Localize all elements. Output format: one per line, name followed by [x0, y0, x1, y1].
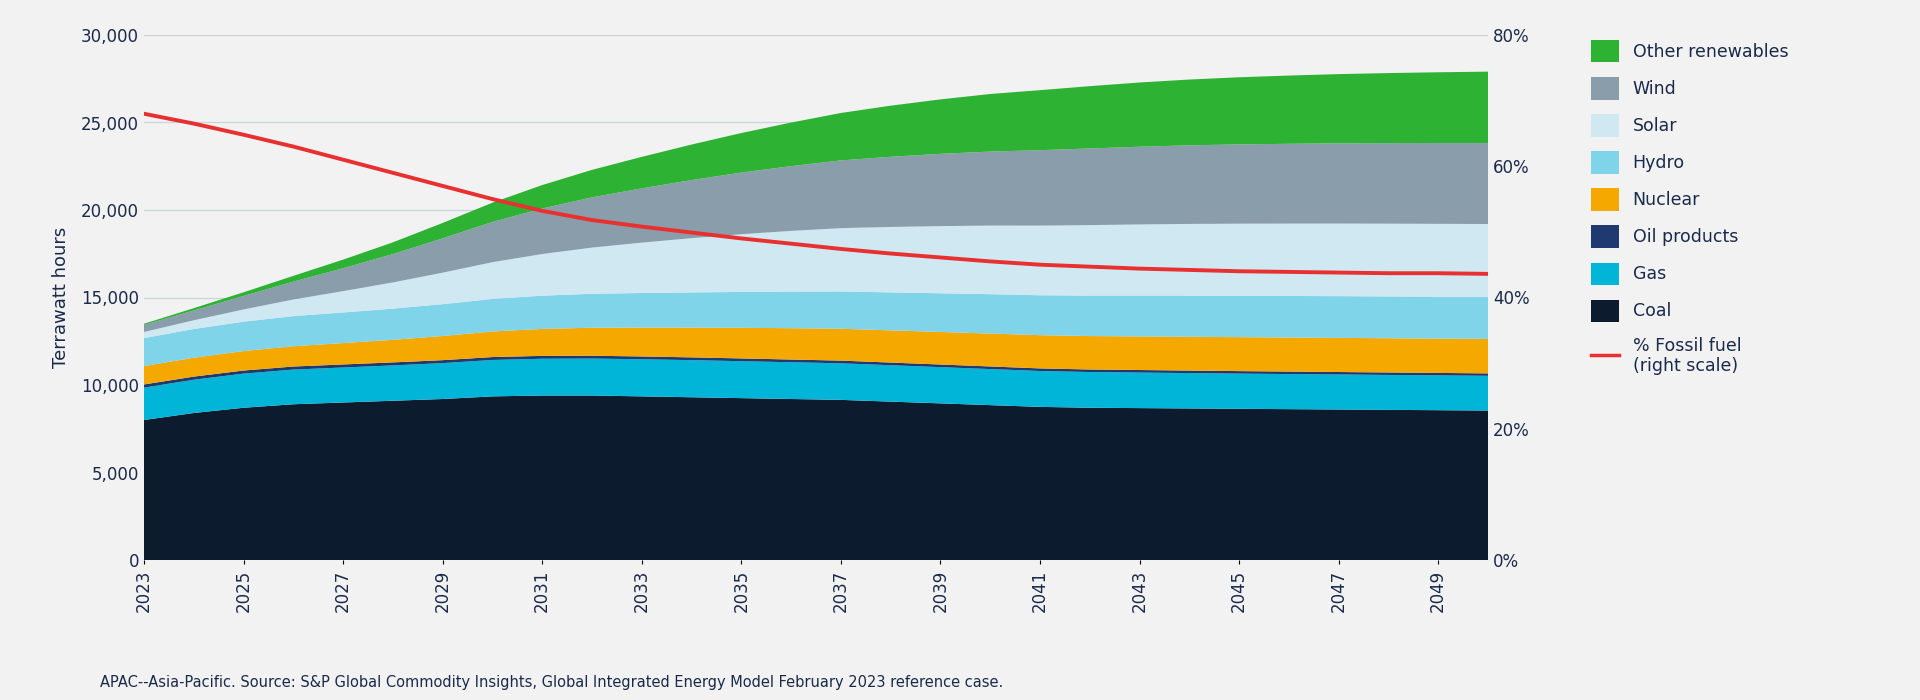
Legend: Other renewables, Wind, Solar, Hydro, Nuclear, Oil products, Gas, Coal, % Fossil: Other renewables, Wind, Solar, Hydro, Nu… [1584, 33, 1795, 382]
Text: APAC--Asia-Pacific. Source: S&P Global Commodity Insights, Global Integrated Ene: APAC--Asia-Pacific. Source: S&P Global C… [100, 675, 1002, 690]
Y-axis label: Terrawatt hours: Terrawatt hours [52, 227, 69, 368]
